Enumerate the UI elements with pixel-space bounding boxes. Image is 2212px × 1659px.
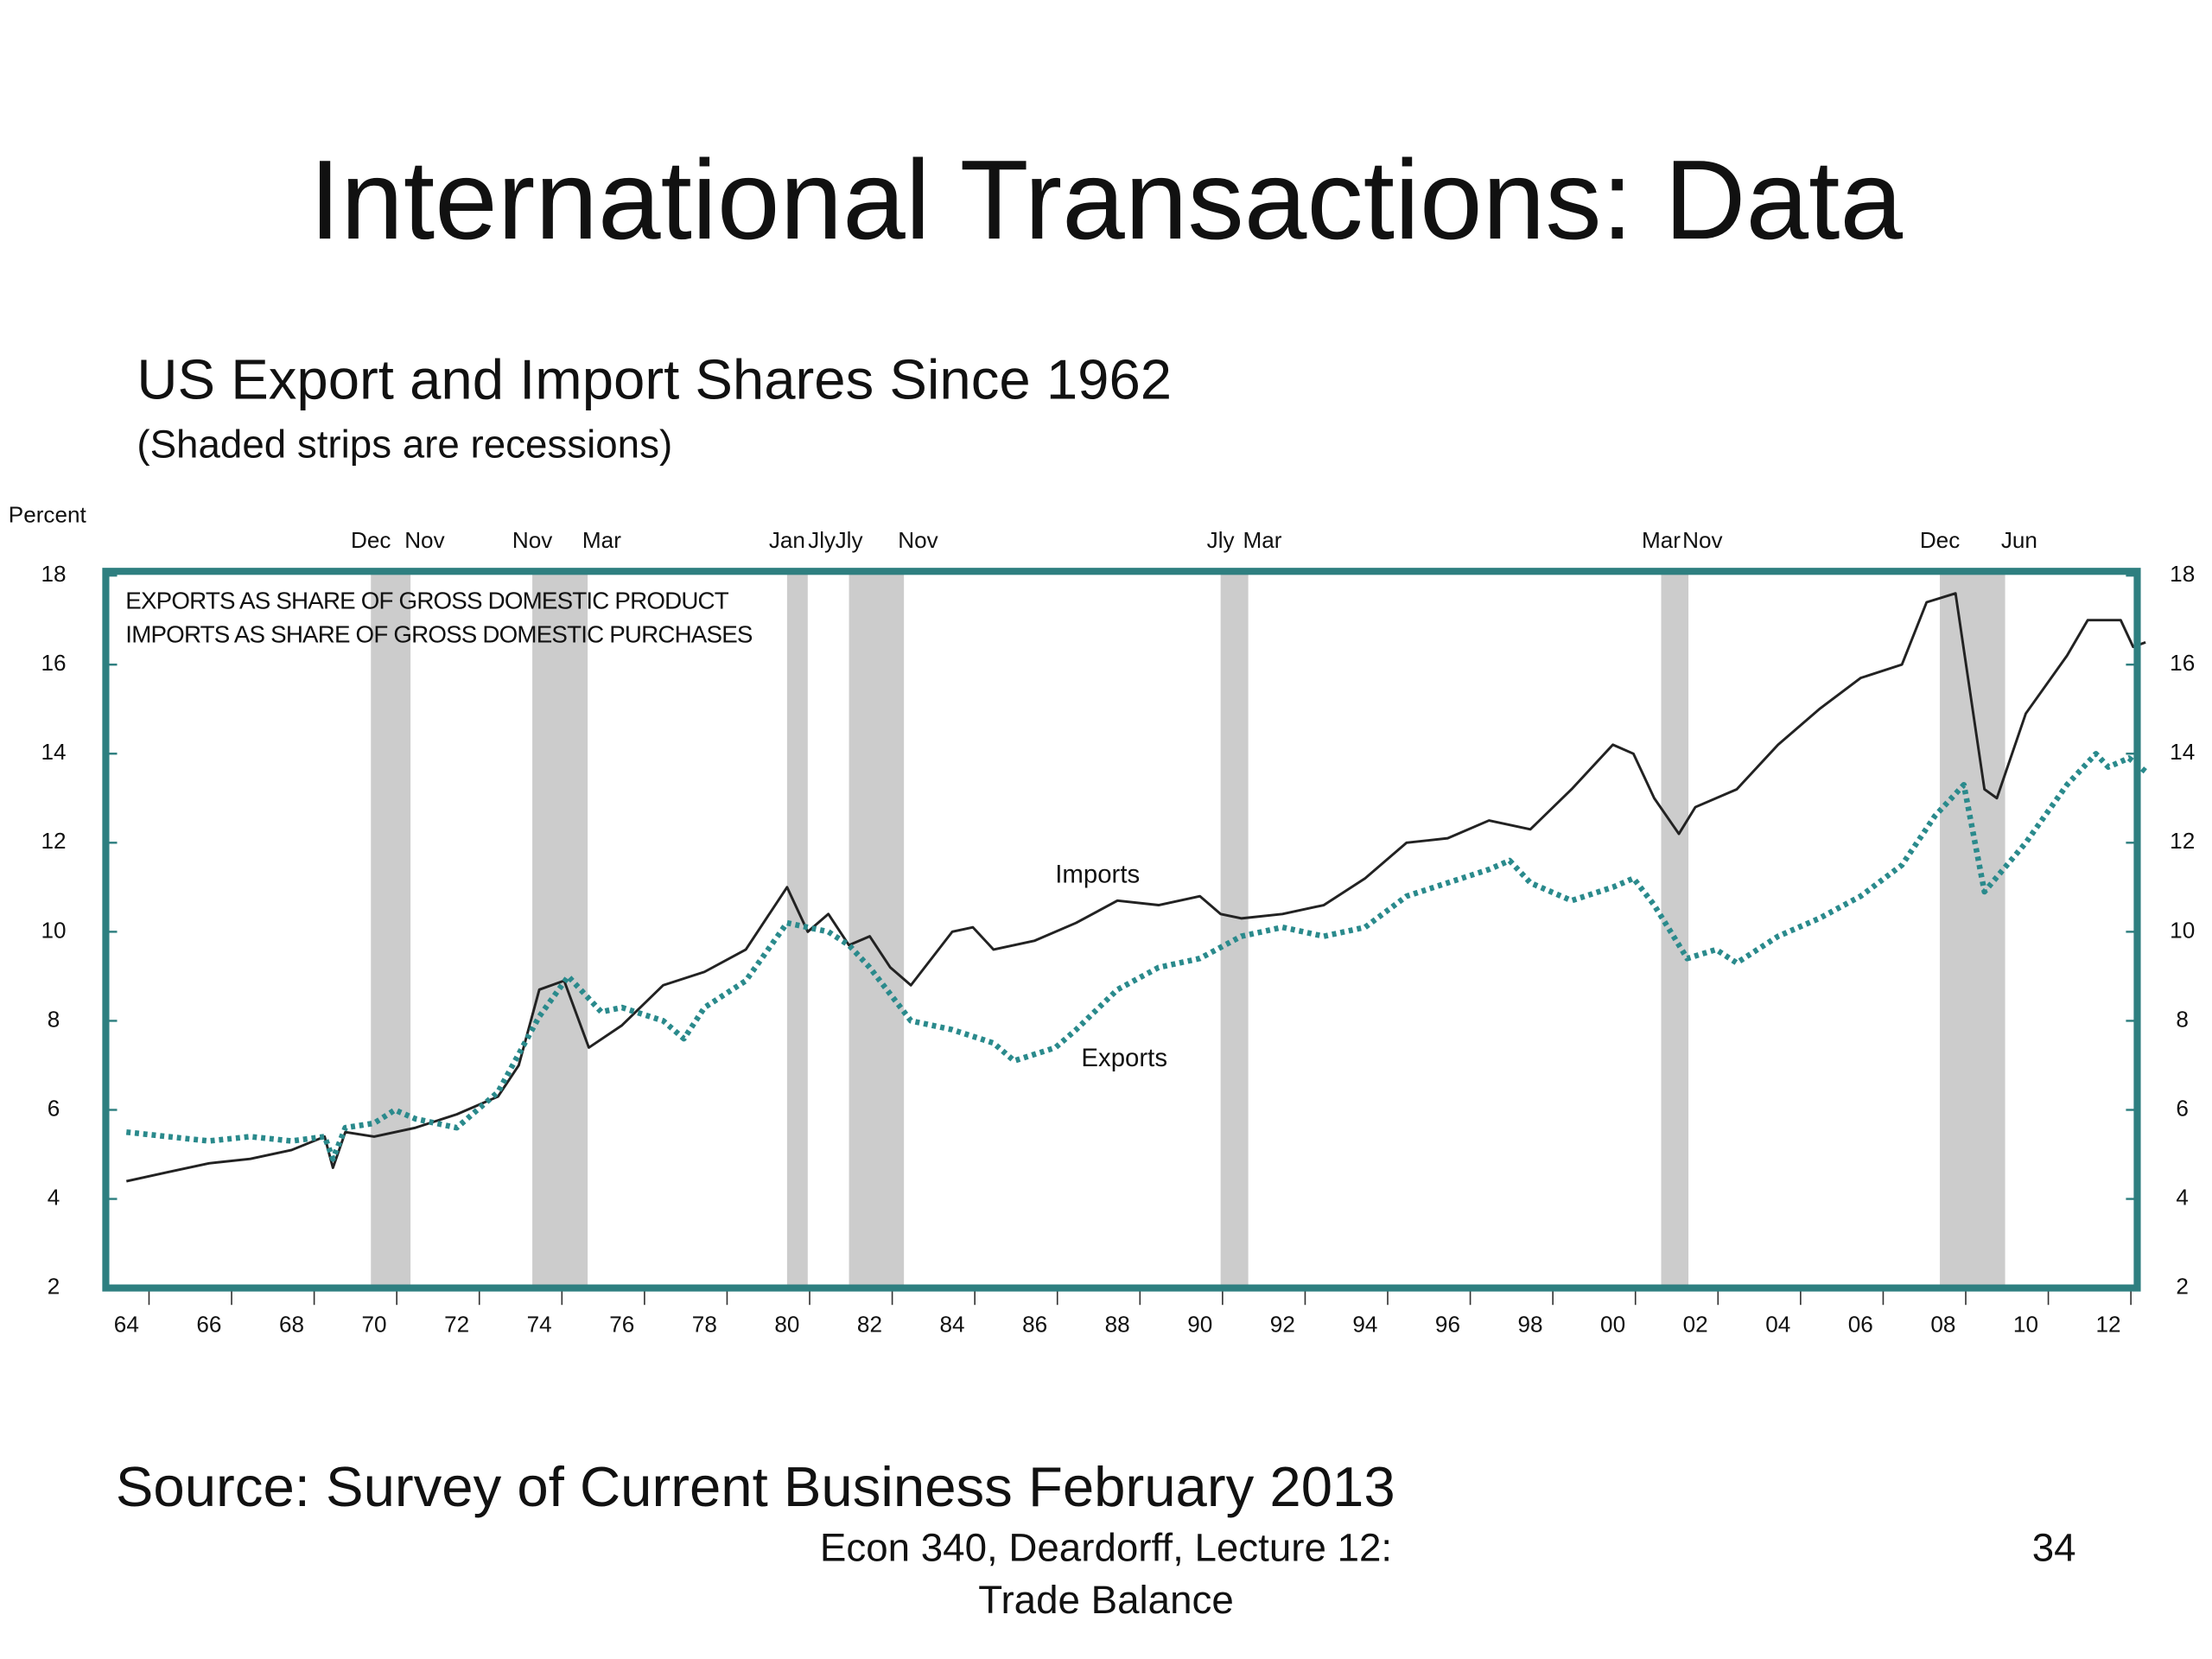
- series-label: Exports: [1081, 1044, 1167, 1072]
- y2-tick-label: 14: [2170, 739, 2195, 765]
- x-tick-label: 78: [692, 1312, 717, 1338]
- recession-label: Dec: [351, 527, 391, 553]
- x-tick-label: 72: [444, 1312, 469, 1338]
- x-tick-label: 92: [1270, 1312, 1295, 1338]
- series-line: [125, 751, 2148, 1162]
- y2-tick-label: 4: [2176, 1184, 2189, 1210]
- recession-strip: [1661, 571, 1689, 1288]
- x-tick-label: 98: [1518, 1312, 1543, 1338]
- chart-note: IMPORTS AS SHARE OF GROSS DOMESTIC PURCH…: [125, 621, 753, 648]
- x-tick-label: 08: [1930, 1312, 1955, 1338]
- recession-strip: [1940, 571, 2005, 1288]
- y-axis-label: Percent: [9, 501, 87, 527]
- x-tick-label: 88: [1105, 1312, 1130, 1338]
- y2-tick-label: 2: [2176, 1274, 2189, 1300]
- recession-label: Nov: [898, 527, 938, 553]
- recession-label: Nov: [512, 527, 552, 553]
- series-line: [125, 592, 2146, 1183]
- recession-label: Mar: [1243, 527, 1282, 553]
- y-tick-label: 16: [41, 650, 67, 676]
- recession-strip: [849, 571, 905, 1288]
- x-tick-label: 74: [527, 1312, 552, 1338]
- recession-label: Mar: [1642, 527, 1681, 553]
- y2-tick-label: 10: [2170, 917, 2195, 943]
- footer: Econ 340, Deardorff, Lecture 12:: [820, 1525, 1392, 1569]
- recession-label: Jun: [2001, 527, 2037, 553]
- x-tick-label: 86: [1022, 1312, 1047, 1338]
- recession-label: Jly: [836, 527, 863, 553]
- y-tick-label: 6: [48, 1095, 60, 1121]
- x-tick-label: 02: [1683, 1312, 1708, 1338]
- x-tick-label: 10: [2013, 1312, 2038, 1338]
- x-tick-label: 70: [362, 1312, 387, 1338]
- y-tick-label: 4: [48, 1184, 60, 1210]
- y-tick-label: 2: [48, 1274, 60, 1300]
- x-tick-label: 80: [774, 1312, 799, 1338]
- x-tick-label: 84: [940, 1312, 965, 1338]
- y2-tick-label: 6: [2176, 1095, 2189, 1121]
- recession-label: Dec: [1920, 527, 1960, 553]
- x-tick-label: 94: [1352, 1312, 1377, 1338]
- x-tick-label: 04: [1765, 1312, 1790, 1338]
- recession-strip: [1220, 571, 1249, 1288]
- recession-strip: [786, 571, 808, 1288]
- y-tick-label: 12: [41, 828, 67, 854]
- x-tick-label: 06: [1848, 1312, 1873, 1338]
- recession-strip: [371, 571, 411, 1288]
- y-tick-label: 8: [48, 1006, 60, 1032]
- y2-tick-label: 16: [2170, 650, 2195, 676]
- x-tick-label: 66: [196, 1312, 221, 1338]
- x-tick-label: 90: [1187, 1312, 1212, 1338]
- y2-tick-label: 8: [2176, 1006, 2189, 1032]
- chart-note: EXPORTS AS SHARE OF GROSS DOMESTIC PRODU…: [125, 587, 728, 613]
- recession-label: Mar: [582, 527, 621, 553]
- y-tick-label: 14: [41, 739, 67, 765]
- y2-tick-label: 12: [2170, 828, 2195, 854]
- x-tick-label: 96: [1435, 1312, 1460, 1338]
- x-tick-label: 68: [279, 1312, 304, 1338]
- y2-tick-label: 18: [2170, 561, 2195, 587]
- recession-label: Nov: [1682, 527, 1722, 553]
- recession-label: Jly: [808, 527, 836, 553]
- x-tick-label: 82: [857, 1312, 882, 1338]
- page-number: 34: [2032, 1525, 2076, 1569]
- recession-label: Jan: [769, 527, 805, 553]
- recession-label: Nov: [404, 527, 444, 553]
- y-tick-label: 10: [41, 917, 67, 943]
- x-tick-label: 76: [609, 1312, 634, 1338]
- chart-title: US Export and Import Shares Since 1962: [137, 347, 1172, 410]
- plot-frame: [102, 568, 2141, 1292]
- x-tick-label: 64: [114, 1312, 139, 1338]
- x-tick-label: 00: [1600, 1312, 1625, 1338]
- source: Source: Survey of Current Business Febru…: [116, 1455, 1395, 1518]
- y-tick-label: 18: [41, 561, 67, 587]
- slide-title: International Transactions: Data: [309, 137, 1903, 263]
- recession-strip: [532, 571, 588, 1288]
- x-tick-label: 12: [2095, 1312, 2120, 1338]
- series-label: Imports: [1055, 861, 1140, 889]
- footer: Trade Balance: [978, 1578, 1234, 1622]
- chart-subtitle: (Shaded strips are recessions): [137, 423, 672, 467]
- recession-label: Jly: [1207, 527, 1235, 553]
